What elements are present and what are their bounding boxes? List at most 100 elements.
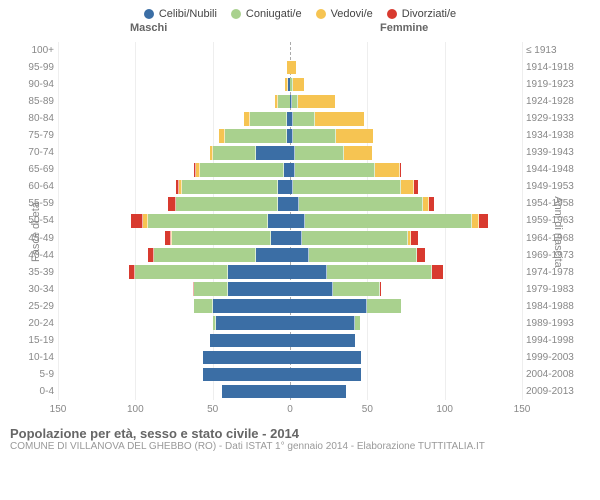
birth-label: 1939-1943 bbox=[526, 147, 584, 158]
female-bar bbox=[290, 385, 522, 399]
age-row: 15-191994-1998 bbox=[58, 332, 522, 349]
bar-segment bbox=[293, 180, 401, 194]
birth-label: 1919-1923 bbox=[526, 79, 584, 90]
bar-segment bbox=[290, 231, 302, 245]
bar-segment bbox=[154, 248, 256, 262]
footer-title: Popolazione per età, sesso e stato civil… bbox=[10, 426, 590, 441]
bar-segment bbox=[305, 214, 472, 228]
male-bar bbox=[58, 214, 290, 228]
legend-item: Vedovi/e bbox=[316, 8, 373, 20]
female-bar bbox=[290, 78, 522, 92]
bar-segment bbox=[344, 146, 372, 160]
bar-segment bbox=[400, 163, 402, 177]
bar-segment bbox=[293, 129, 336, 143]
age-label: 0-4 bbox=[22, 386, 54, 397]
male-bar bbox=[58, 180, 290, 194]
female-bar bbox=[290, 44, 522, 58]
bar-segment bbox=[194, 282, 228, 296]
xaxis-tick: 50 bbox=[207, 404, 218, 415]
bar-segment bbox=[256, 146, 290, 160]
female-bar bbox=[290, 248, 522, 262]
bar-segment bbox=[222, 385, 290, 399]
bar-segment bbox=[278, 197, 290, 211]
male-bar bbox=[58, 129, 290, 143]
legend-swatch bbox=[316, 9, 326, 19]
male-bar bbox=[58, 385, 290, 399]
female-bar bbox=[290, 231, 522, 245]
age-label: 80-84 bbox=[22, 113, 54, 124]
gridline bbox=[522, 42, 523, 400]
age-row: 25-291984-1988 bbox=[58, 298, 522, 315]
male-bar bbox=[58, 146, 290, 160]
bar-segment bbox=[131, 214, 143, 228]
legend-item: Celibi/Nubili bbox=[144, 8, 217, 20]
female-bar bbox=[290, 351, 522, 365]
age-label: 30-34 bbox=[22, 284, 54, 295]
bar-segment bbox=[299, 197, 423, 211]
gender-headers: Maschi Femmine bbox=[0, 22, 600, 38]
male-bar bbox=[58, 334, 290, 348]
age-row: 100+≤ 1913 bbox=[58, 42, 522, 59]
footer: Popolazione per età, sesso e stato civil… bbox=[0, 422, 600, 452]
bar-segment bbox=[309, 248, 417, 262]
female-bar bbox=[290, 95, 522, 109]
xaxis-tick: 0 bbox=[287, 404, 293, 415]
legend-swatch bbox=[144, 9, 154, 19]
age-row: 10-141999-2003 bbox=[58, 349, 522, 366]
age-label: 70-74 bbox=[22, 147, 54, 158]
bar-segment bbox=[203, 351, 290, 365]
bar-segment bbox=[432, 265, 443, 279]
bar-segment bbox=[256, 248, 290, 262]
age-label: 25-29 bbox=[22, 301, 54, 312]
bar-segment bbox=[355, 316, 360, 330]
bar-segment bbox=[182, 180, 278, 194]
female-bar bbox=[290, 180, 522, 194]
rows-container: 100+≤ 191395-991914-191890-941919-192385… bbox=[58, 42, 522, 400]
male-bar bbox=[58, 316, 290, 330]
xaxis-tick: 150 bbox=[514, 404, 531, 415]
bar-segment bbox=[271, 231, 290, 245]
birth-label: 1979-1983 bbox=[526, 284, 584, 295]
age-label: 20-24 bbox=[22, 318, 54, 329]
age-label: 85-89 bbox=[22, 96, 54, 107]
age-row: 0-42009-2013 bbox=[58, 383, 522, 400]
female-bar bbox=[290, 197, 522, 211]
female-bar bbox=[290, 368, 522, 382]
bar-segment bbox=[172, 231, 271, 245]
bar-segment bbox=[228, 282, 290, 296]
bar-segment bbox=[336, 129, 373, 143]
female-bar bbox=[290, 282, 522, 296]
bar-segment bbox=[290, 214, 305, 228]
age-row: 70-741939-1943 bbox=[58, 144, 522, 161]
birth-label: 1984-1988 bbox=[526, 301, 584, 312]
bar-segment bbox=[216, 316, 290, 330]
age-label: 90-94 bbox=[22, 79, 54, 90]
bar-segment bbox=[213, 299, 290, 313]
birth-label: 2009-2013 bbox=[526, 386, 584, 397]
age-label: 75-79 bbox=[22, 130, 54, 141]
bar-segment bbox=[228, 265, 290, 279]
bar-segment bbox=[290, 316, 355, 330]
xaxis-tick: 100 bbox=[127, 404, 144, 415]
legend-item: Divorziati/e bbox=[387, 8, 456, 20]
age-row: 20-241989-1993 bbox=[58, 315, 522, 332]
xaxis: 15010050050100150 bbox=[58, 402, 522, 422]
female-bar bbox=[290, 146, 522, 160]
age-row: 85-891924-1928 bbox=[58, 93, 522, 110]
age-label: 100+ bbox=[22, 45, 54, 56]
bar-segment bbox=[135, 265, 228, 279]
male-bar bbox=[58, 95, 290, 109]
age-label: 65-69 bbox=[22, 164, 54, 175]
bar-segment bbox=[194, 299, 213, 313]
bar-segment bbox=[200, 163, 284, 177]
age-row: 55-591954-1958 bbox=[58, 195, 522, 212]
male-bar bbox=[58, 61, 290, 75]
birth-label: 1929-1933 bbox=[526, 113, 584, 124]
age-row: 45-491964-1968 bbox=[58, 230, 522, 247]
male-bar bbox=[58, 112, 290, 126]
female-bar bbox=[290, 129, 522, 143]
age-row: 35-391974-1978 bbox=[58, 264, 522, 281]
bar-segment bbox=[298, 95, 335, 109]
age-row: 60-641949-1953 bbox=[58, 178, 522, 195]
bar-segment bbox=[293, 112, 315, 126]
